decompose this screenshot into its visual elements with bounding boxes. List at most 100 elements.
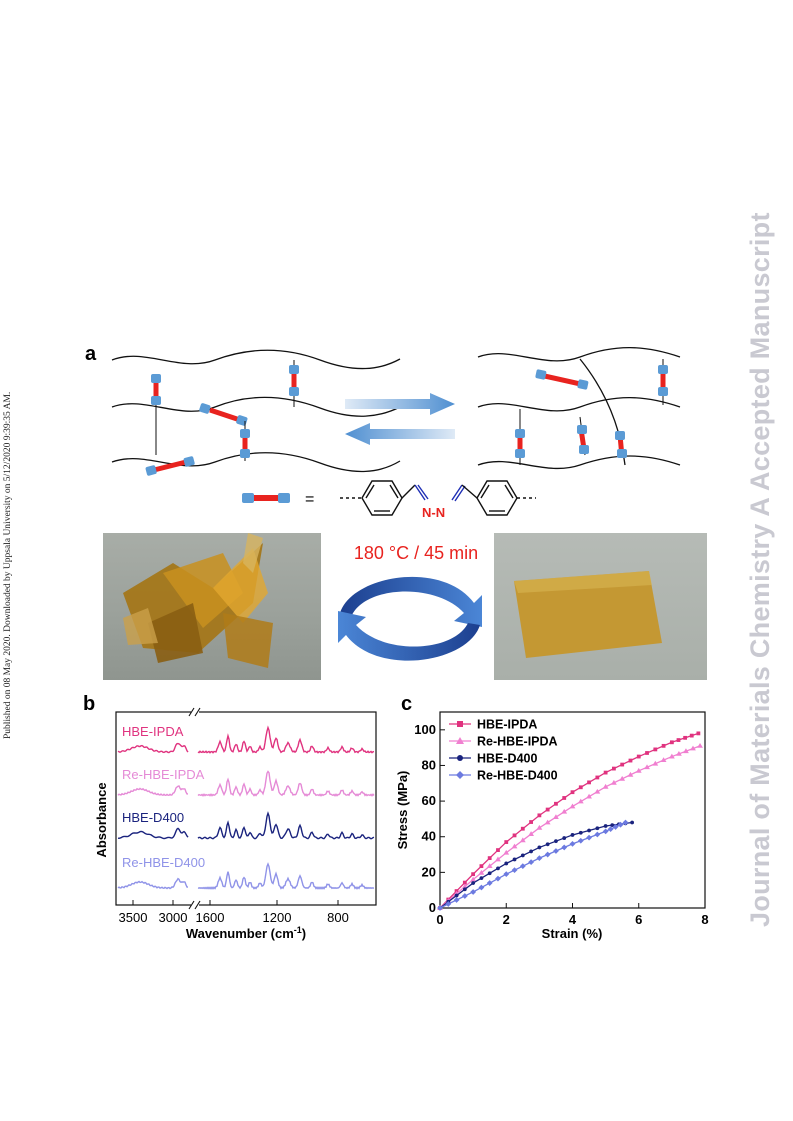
y-tick-label: 0	[429, 900, 436, 915]
data-point	[503, 849, 510, 855]
spectrum-label-re-hbe-d400: Re-HBE-D400	[122, 855, 205, 870]
data-point	[644, 764, 650, 770]
data-point	[553, 848, 559, 854]
data-point	[461, 883, 468, 889]
ftir-xtick: 800	[327, 910, 349, 925]
data-point	[610, 823, 615, 828]
panel-b-letter: b	[83, 693, 96, 715]
data-point	[586, 834, 592, 841]
legend-label: HBE-IPDA	[477, 718, 537, 732]
data-point	[487, 871, 492, 876]
data-point	[586, 793, 592, 799]
y-tick-label: 100	[414, 722, 436, 737]
series-hbe-ipda	[438, 731, 701, 910]
data-point	[630, 820, 635, 825]
data-point	[457, 721, 463, 727]
chart-ylabel: Stress (MPa)	[395, 771, 410, 850]
data-point	[519, 863, 526, 870]
data-point	[511, 843, 518, 849]
data-point	[512, 857, 517, 862]
data-point	[653, 747, 658, 752]
data-point	[454, 893, 459, 898]
spectrum-label-re-hbe-ipda: Re-HBE-IPDA	[122, 767, 205, 782]
y-tick-label: 60	[422, 793, 436, 808]
healed-film-photo	[494, 533, 707, 680]
data-point	[520, 853, 525, 858]
data-point	[554, 839, 558, 844]
data-point	[676, 750, 682, 756]
data-point	[437, 905, 443, 911]
data-point	[470, 876, 477, 882]
data-point	[504, 840, 509, 844]
data-point	[479, 876, 484, 881]
axis-break-top	[188, 707, 201, 717]
data-point	[537, 813, 542, 818]
ftir-xlabel: Wavenumber (cm-1)	[186, 925, 306, 941]
data-point	[619, 775, 626, 781]
x-tick-label: 0	[436, 912, 443, 927]
data-point	[645, 751, 649, 755]
data-point	[561, 808, 568, 814]
data-point	[544, 851, 551, 858]
data-point	[457, 755, 463, 761]
data-point	[462, 880, 467, 885]
data-point	[690, 745, 696, 751]
data-point	[612, 766, 616, 771]
axis-break-bottom	[188, 900, 201, 910]
data-point	[569, 803, 576, 809]
data-point	[602, 828, 609, 835]
panel-a-letter: a	[85, 343, 97, 365]
data-point	[528, 859, 534, 866]
ftir-frame	[115, 711, 377, 906]
data-point	[595, 826, 600, 831]
data-point	[570, 790, 575, 795]
data-point	[620, 762, 625, 767]
data-point	[528, 831, 534, 836]
data-point	[577, 798, 584, 804]
data-point	[495, 875, 501, 882]
ftir-labels: HBE-IPDA Re-HBE-IPDA HBE-D400 Re-HBE-D40…	[122, 724, 205, 870]
legend-label: Re-HBE-D400	[477, 769, 558, 783]
x-tick-label: 2	[503, 912, 510, 927]
ftir-xticks	[132, 900, 339, 905]
data-point	[578, 785, 583, 790]
publication-note: Published on 08 May 2020. Downloaded by …	[3, 391, 13, 739]
ftir-ylabel: Absorbance	[94, 782, 109, 857]
data-point	[611, 779, 617, 785]
data-point	[536, 855, 543, 862]
data-point	[461, 893, 468, 899]
data-point	[529, 820, 533, 824]
series-hbe-d400	[438, 820, 635, 910]
data-point	[607, 826, 614, 833]
data-point	[554, 801, 558, 806]
data-point	[668, 753, 675, 759]
data-point	[456, 737, 464, 744]
data-point	[603, 824, 608, 828]
data-point	[570, 833, 575, 837]
data-point	[683, 735, 688, 740]
data-point	[486, 880, 493, 886]
data-point	[553, 814, 559, 820]
data-point	[486, 863, 493, 869]
data-point	[661, 743, 666, 748]
data-point	[602, 783, 609, 789]
y-tick-label: 20	[422, 864, 436, 879]
reprocess-condition: 180 °C / 45 min	[353, 543, 479, 563]
data-point	[603, 770, 608, 775]
data-point	[456, 771, 464, 779]
reprocess-cycle-arrows	[338, 576, 482, 661]
data-point	[495, 856, 501, 862]
y-tick-label: 80	[422, 757, 436, 772]
legend-item: HBE-IPDA	[449, 718, 537, 732]
reverse-arrow	[345, 423, 455, 445]
spectrum-label-hbe-d400: HBE-D400	[122, 810, 184, 825]
data-point	[561, 844, 568, 851]
data-point	[660, 757, 667, 763]
data-point	[471, 872, 476, 877]
data-point	[622, 819, 629, 826]
data-point	[676, 738, 681, 742]
data-point	[496, 848, 500, 852]
y-tick-label: 40	[422, 829, 436, 844]
data-point	[669, 740, 674, 745]
